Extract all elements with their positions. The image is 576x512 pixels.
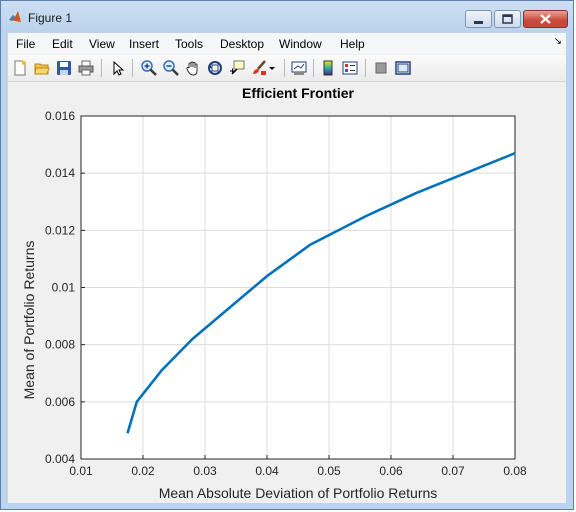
title-bar[interactable]: Figure 1 (1, 1, 573, 33)
save-icon[interactable] (54, 58, 74, 78)
y-tick-label: 0.016 (45, 109, 75, 123)
insert-legend-icon[interactable] (340, 58, 360, 78)
menu-bar: File Edit View Insert Tools Desktop Wind… (8, 33, 566, 54)
axes-plot[interactable]: 0.01 0.02 0.03 0.04 0.05 0.06 0.07 0.080.0040.0… (8, 82, 566, 503)
link-plot-icon[interactable] (289, 58, 309, 78)
x-tick-label: 0.05 (317, 464, 341, 478)
matlab-logo-icon (9, 11, 21, 22)
maximize-icon (502, 14, 513, 24)
y-tick-label: 0.014 (45, 166, 75, 180)
x-tick-label: 0.04 (255, 464, 279, 478)
y-tick-label: 0.01 (52, 281, 76, 295)
window-title: Figure 1 (28, 11, 73, 25)
x-tick-label: 0.01 (69, 464, 93, 478)
menu-desktop[interactable]: Desktop (220, 37, 265, 51)
y-tick-label: 0.006 (45, 395, 75, 409)
pan-hand-icon[interactable] (183, 58, 203, 78)
brush-dropdown-icon[interactable] (267, 58, 277, 78)
menu-window[interactable]: Window (279, 37, 322, 51)
efficient-frontier-line[interactable] (126, 151, 516, 434)
figure-toolbar (8, 55, 566, 82)
menu-tools[interactable]: Tools (175, 37, 204, 51)
toolbar-separator (365, 59, 366, 77)
edit-plot-arrow-icon[interactable] (107, 58, 127, 78)
data-cursor-icon[interactable] (227, 58, 247, 78)
menu-edit[interactable]: Edit (52, 37, 73, 51)
chart-title: Efficient Frontier (242, 85, 355, 101)
menu-view[interactable]: View (89, 37, 115, 51)
x-tick-label: 0.08 (503, 464, 527, 478)
x-tick-label: 0.03 (193, 464, 217, 478)
close-button[interactable] (523, 10, 568, 28)
toolbar-separator (132, 59, 133, 77)
menu-file[interactable]: File (16, 37, 36, 51)
print-icon[interactable] (76, 58, 96, 78)
zoom-out-icon[interactable] (161, 58, 181, 78)
toolbar-separator (101, 59, 102, 77)
x-tick-label: 0.07 (441, 464, 465, 478)
open-file-icon[interactable] (32, 58, 52, 78)
dock-arrow-icon[interactable]: ↘ (553, 36, 562, 47)
insert-colorbar-icon[interactable] (318, 58, 338, 78)
y-axis-label: Mean of Portfolio Returns (21, 241, 37, 400)
maximize-button[interactable] (494, 10, 521, 28)
toolbar-separator (313, 59, 314, 77)
toolbar-separator (284, 59, 285, 77)
zoom-in-icon[interactable] (139, 58, 159, 78)
show-plot-tools-icon[interactable] (393, 58, 413, 78)
x-tick-label: 0.02 (131, 464, 155, 478)
new-figure-icon[interactable] (10, 58, 30, 78)
figure-client-area: File Edit View Insert Tools Desktop Wind… (8, 33, 566, 503)
x-axis-label: Mean Absolute Deviation of Portfolio Ret… (159, 485, 438, 501)
minimize-button[interactable] (465, 10, 492, 28)
menu-insert[interactable]: Insert (129, 37, 160, 51)
brush-icon[interactable] (249, 58, 269, 78)
y-tick-label: 0.012 (45, 223, 75, 237)
menu-help[interactable]: Help (340, 37, 365, 51)
rotate-3d-icon[interactable] (205, 58, 225, 78)
x-tick-label: 0.06 (379, 464, 403, 478)
y-tick-label: 0.004 (45, 452, 75, 466)
close-icon (540, 14, 551, 24)
figure-canvas: 0.01 0.02 0.03 0.04 0.05 0.06 0.07 0.08 0.004 0.0… (8, 82, 566, 503)
hide-plot-tools-icon[interactable] (371, 58, 391, 78)
y-tick-label: 0.008 (45, 338, 75, 352)
minimize-icon (474, 21, 483, 24)
